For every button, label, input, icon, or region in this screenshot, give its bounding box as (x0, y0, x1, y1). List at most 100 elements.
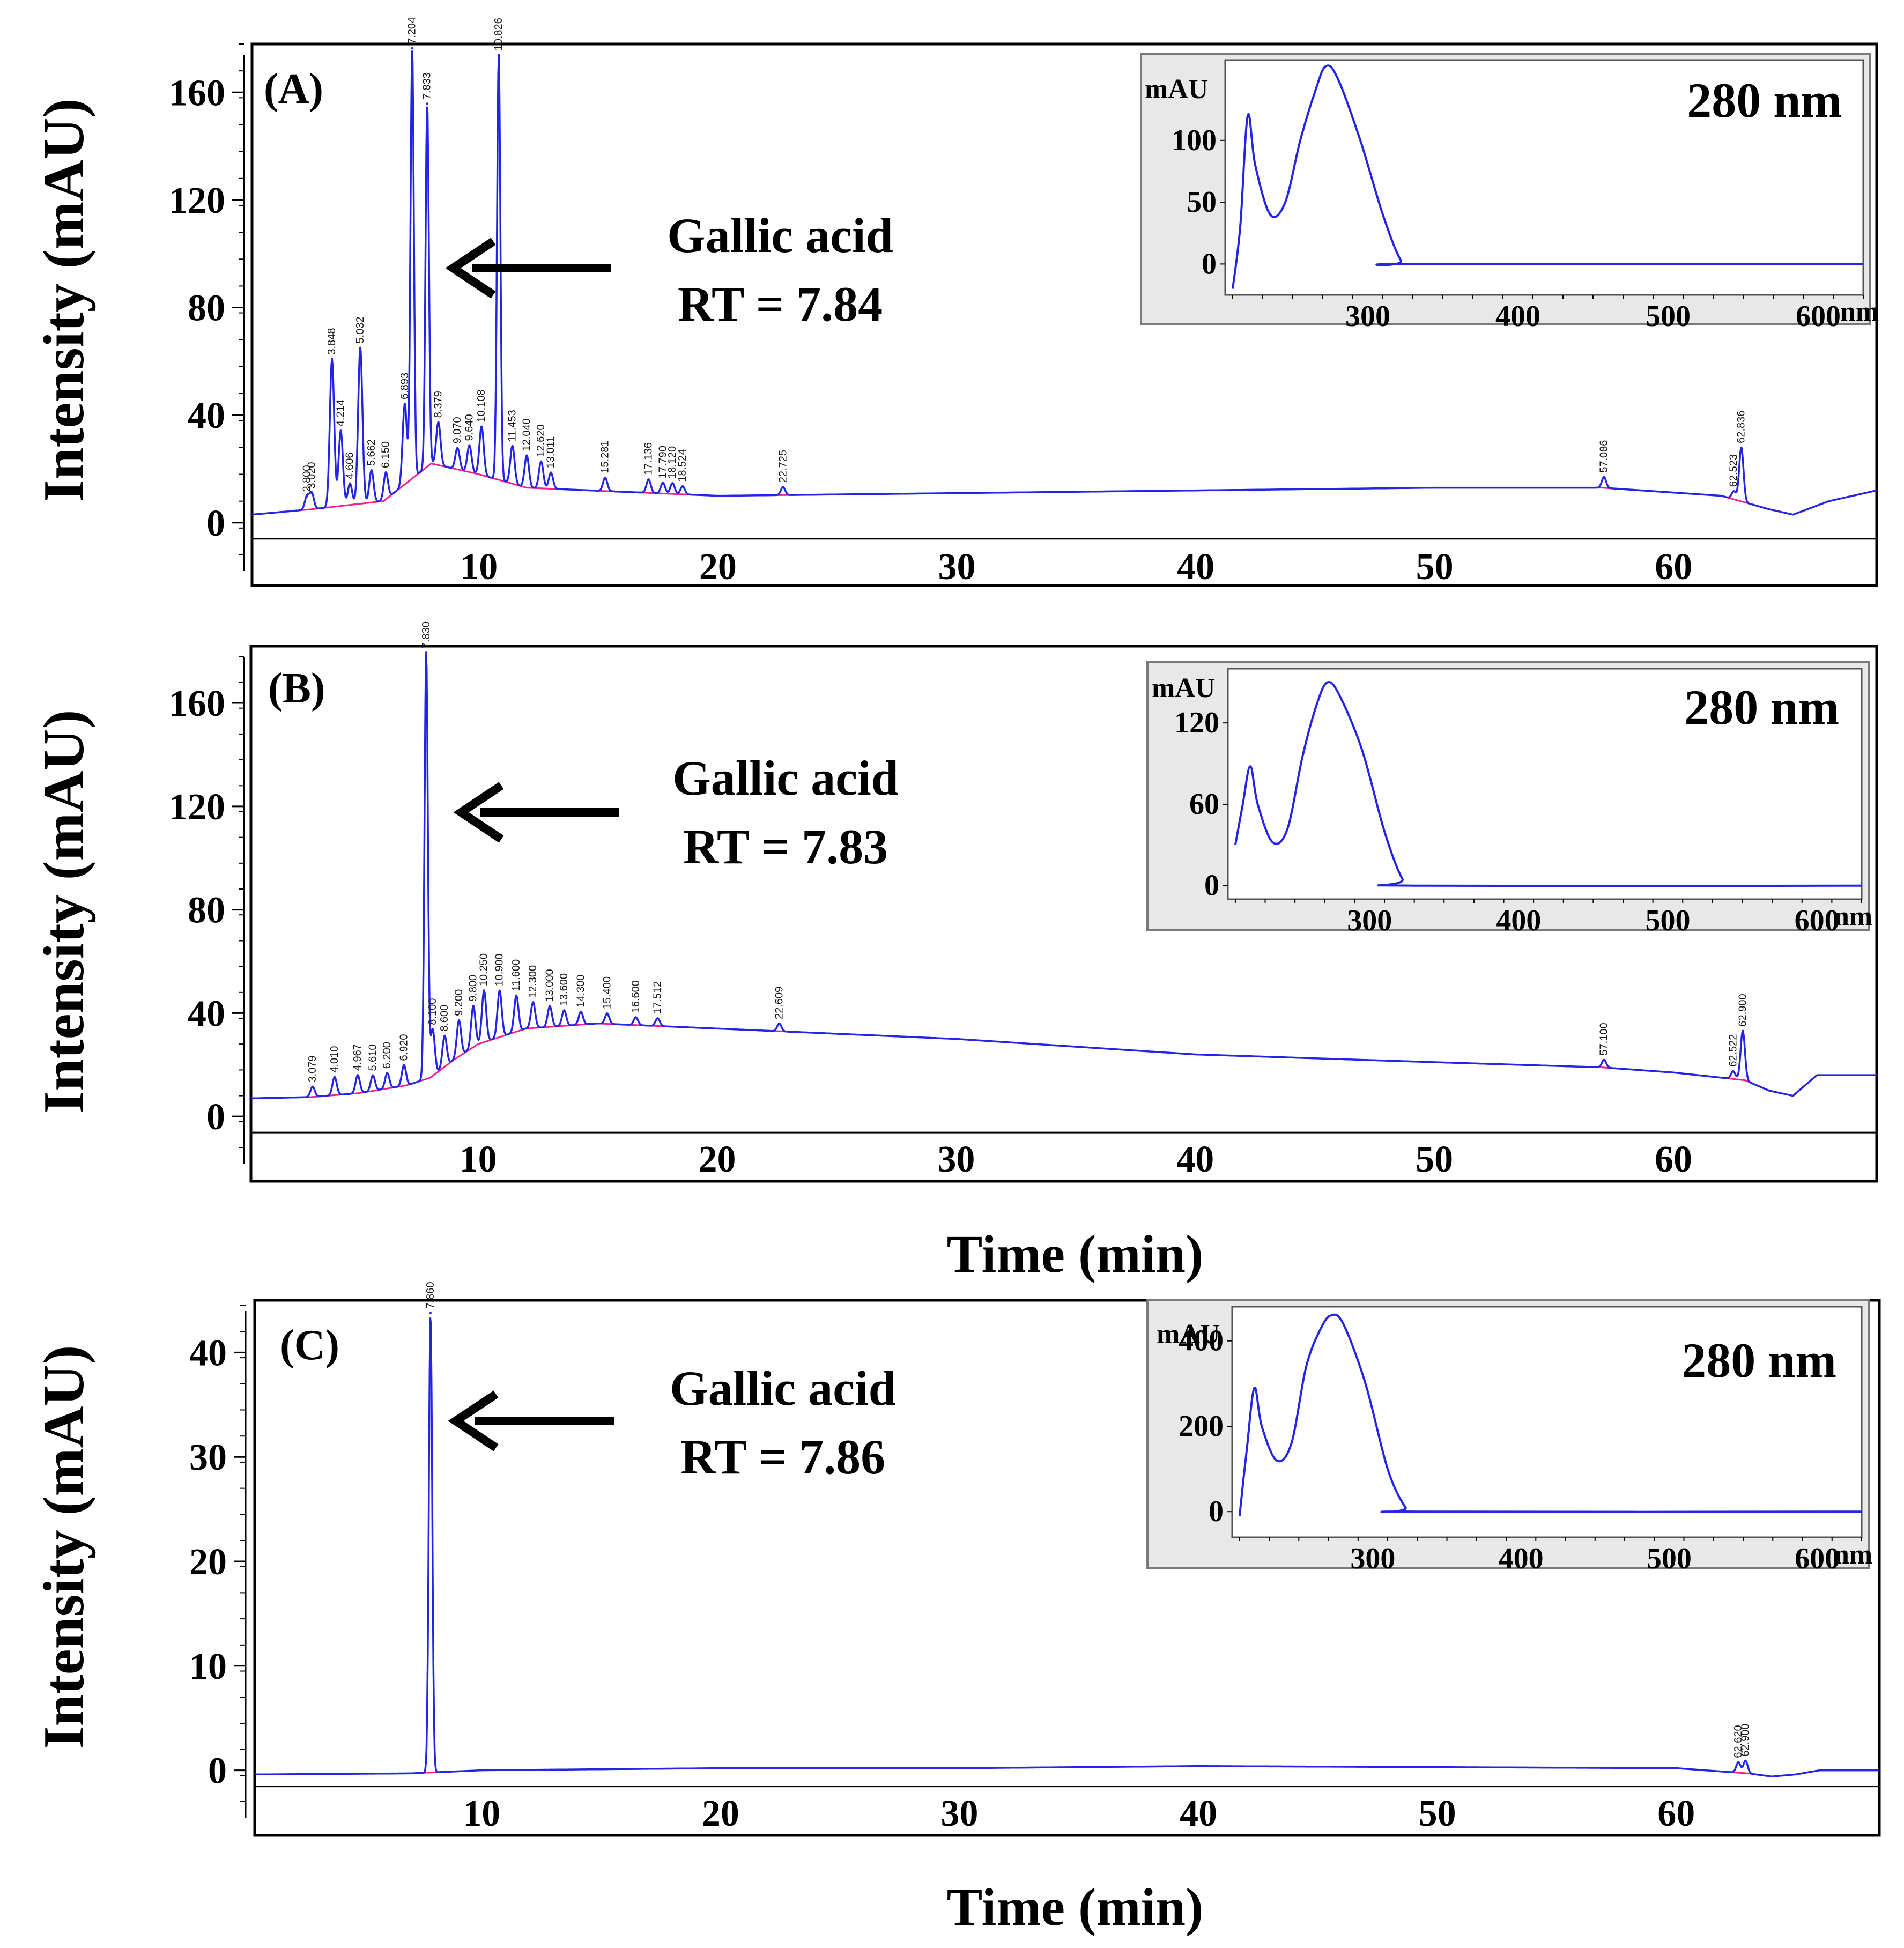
inset-x-tick-label: 500 (1647, 1542, 1692, 1575)
x-tick-label: 40 (1177, 546, 1214, 588)
peak-label: 9.070 (451, 417, 463, 443)
peak-label: 13.600 (558, 973, 570, 1006)
x-tick-label: 30 (940, 1793, 978, 1834)
peak-apex (1732, 1070, 1735, 1072)
x-tick-label: 20 (698, 1139, 736, 1180)
peak-apex (1740, 446, 1743, 449)
compound-annotation: Gallic acid (670, 1361, 896, 1416)
peak-apex (425, 651, 427, 654)
y-tick-label: 0 (206, 1097, 225, 1138)
inset-y-tick-label: 50 (1187, 186, 1217, 219)
inset-x-unit: nm (1840, 297, 1879, 327)
uv-spectrum-inset: 0 50 100 300 400 500 600 mAU nm 280 nm (1140, 53, 1879, 333)
x-tick-label: 10 (460, 546, 498, 588)
peak-apex (550, 471, 552, 474)
peak-label: 2.800 (301, 465, 313, 492)
peak-label: 10.250 (478, 953, 490, 986)
peak-label: 8.100 (427, 998, 439, 1025)
inset-y-tick-label: 0 (1209, 1495, 1224, 1528)
peak-apex (540, 460, 543, 463)
x-tick-label: 50 (1419, 1793, 1456, 1834)
inset-x-tick-label: 400 (1495, 300, 1540, 333)
peak-apex (349, 482, 351, 485)
uv-spectrum-inset: 0 200 400 300 400 500 600 mAU nm 280 nm (1146, 1299, 1872, 1575)
chromatogram-panel-b: 0 40 80 120 160 10 20 30 40 50 60 3.079 4.010 4.967… (169, 621, 1878, 1183)
peak-label: 9.200 (453, 989, 465, 1016)
peak-label: 6.150 (380, 441, 392, 468)
y-tick-label: 160 (169, 683, 225, 724)
wavelength-label: 280 nm (1687, 73, 1842, 128)
peak-label: 4.967 (352, 1044, 364, 1071)
peak-label: 7.830 (420, 621, 432, 648)
peak-label: 4.606 (344, 453, 356, 479)
peak-label: 18.524 (677, 449, 688, 482)
peak-apex (431, 1028, 434, 1031)
peak-apex (429, 1312, 432, 1314)
x-tick-label: 60 (1657, 1793, 1695, 1834)
x-tick-label: 60 (1655, 546, 1692, 588)
peak-label: 18.120 (666, 446, 678, 479)
y-tick-label: 20 (189, 1542, 227, 1583)
peak-apex (580, 1010, 582, 1013)
peak-apex (403, 1064, 405, 1066)
peak-label: 14.300 (575, 975, 587, 1008)
chromatogram-trace (254, 1317, 1880, 1777)
y-axis: 0 40 80 120 160 (169, 43, 1877, 571)
compound-annotation: Gallic acid (672, 751, 899, 805)
peak-label: 62.523 (1728, 454, 1740, 487)
y-tick-label: 40 (189, 1332, 227, 1374)
inset-y-unit: mAU (1145, 74, 1208, 105)
peak-label: 10.108 (476, 389, 487, 422)
inset-plot-area (1227, 668, 1863, 900)
inset-y-tick-label: 120 (1174, 706, 1219, 739)
peak-label: 57.086 (1598, 440, 1610, 473)
peak-apex (359, 346, 361, 349)
peak-label: 22.725 (777, 450, 789, 483)
x-tick-label: 50 (1416, 546, 1454, 588)
y-axis-title-a: Intensity (mAU) (32, 99, 96, 502)
chromatogram-trace (251, 50, 1877, 516)
retention-time-annotation: RT = 7.84 (678, 277, 883, 331)
arrow-head (453, 782, 504, 843)
peak-apex (498, 54, 500, 56)
chromatogram-trace-layer (254, 1317, 1880, 1777)
peak-apex (403, 402, 406, 405)
peak-label: 12.300 (527, 965, 539, 998)
x-axis: 10 20 30 40 50 60 (460, 546, 1692, 588)
y-tick-label: 80 (188, 288, 225, 329)
x-tick-label: 20 (702, 1793, 739, 1834)
peak-label: 9.800 (468, 975, 479, 1002)
inset-x-tick-label: 300 (1345, 300, 1390, 333)
peak-label: 13.011 (545, 436, 557, 469)
peak-apex (1737, 1761, 1740, 1764)
y-tick-label: 80 (188, 890, 225, 931)
peak-label: 17.136 (643, 442, 655, 475)
peak-apex (370, 469, 373, 472)
panel-label: (C) (280, 1322, 339, 1369)
peak-label: 6.920 (398, 1034, 410, 1061)
peak-apex (515, 994, 517, 997)
y-tick-label: 30 (189, 1437, 227, 1478)
inset-axes: 0 60 120 300 400 500 600 (1174, 706, 1862, 937)
peak-apex (437, 421, 440, 424)
peak-apex (357, 1074, 359, 1077)
y-tick-label: 40 (188, 993, 225, 1034)
x-tick-label: 10 (463, 1793, 500, 1834)
peak-apex (634, 1016, 637, 1019)
y-tick-label: 0 (208, 1751, 227, 1792)
peak-apex (1603, 476, 1605, 478)
peak-apex (1742, 1029, 1744, 1032)
peak-label: 11.600 (510, 959, 522, 991)
x-tick-label: 10 (460, 1139, 497, 1180)
inset-x-tick-label: 300 (1350, 1542, 1395, 1575)
peak-label: 16.600 (630, 980, 642, 1013)
peak-apex (549, 1005, 551, 1008)
x-tick-label: 30 (937, 1139, 975, 1180)
y-axis-title-b: Intensity (mAU) (32, 710, 96, 1114)
y-tick-label: 0 (206, 503, 225, 544)
inset-y-tick-label: 0 (1202, 247, 1217, 280)
peak-label: 15.281 (599, 441, 611, 473)
